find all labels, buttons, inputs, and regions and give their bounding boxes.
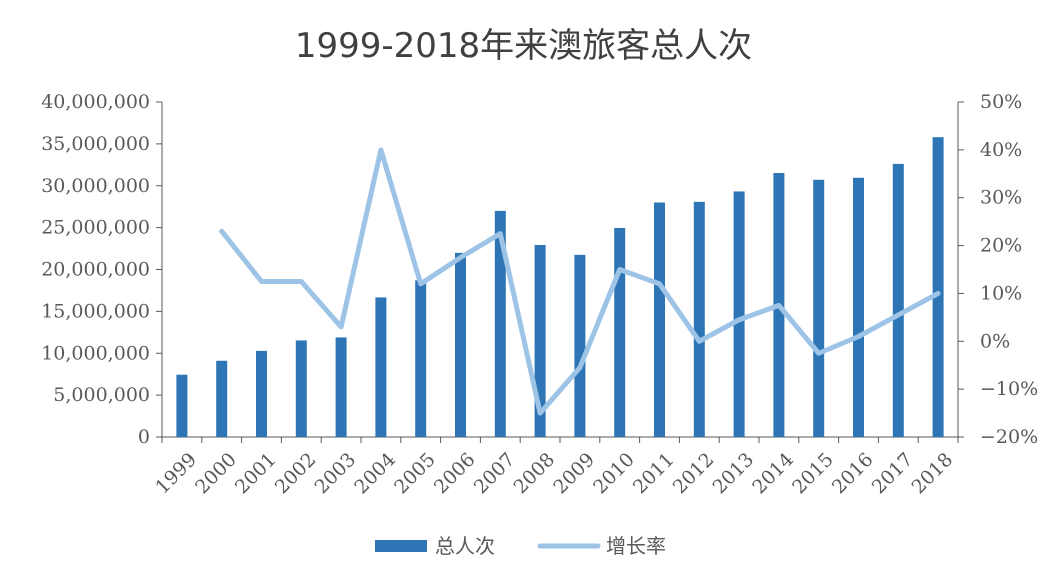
bar-2011 xyxy=(654,202,665,437)
right-axis-tick-label: −20% xyxy=(980,426,1038,448)
bar-2001 xyxy=(256,350,267,437)
x-axis-tick-label: 2015 xyxy=(788,449,838,499)
bar-2006 xyxy=(455,252,466,437)
right-axis-tick-label: 0% xyxy=(980,330,1010,352)
right-axis-tick-label: −10% xyxy=(980,378,1038,400)
bar-1999 xyxy=(176,374,188,437)
right-axis-tick-label: 40% xyxy=(980,139,1022,161)
left-axis-tick-label: 20,000,000 xyxy=(41,259,150,281)
x-axis-tick-label: 2004 xyxy=(350,449,400,499)
bar-2016 xyxy=(853,177,864,437)
left-axis-tick-label: 0 xyxy=(138,426,150,448)
bar-2005 xyxy=(415,280,427,437)
x-axis-tick-label: 2002 xyxy=(271,449,321,499)
bar-2007 xyxy=(494,210,506,437)
bar-2012 xyxy=(693,201,705,437)
x-axis-tick-label: 2016 xyxy=(828,449,878,499)
left-axis-tick-label: 35,000,000 xyxy=(41,133,150,155)
bar-2008 xyxy=(534,244,546,437)
x-axis-tick-label: 2014 xyxy=(748,449,798,499)
x-axis-tick-label: 2012 xyxy=(669,449,719,499)
x-axis-tick-label: 2005 xyxy=(390,449,440,499)
x-axis-tick-label: 2010 xyxy=(589,449,639,499)
legend-label-0: 总人次 xyxy=(435,534,495,558)
bar-2017 xyxy=(892,163,904,438)
legend-label-1: 增长率 xyxy=(606,534,666,558)
x-axis-tick-label: 2003 xyxy=(310,449,360,499)
bar-2003 xyxy=(335,337,347,437)
x-axis-tick-label: 2007 xyxy=(470,449,520,499)
x-axis-tick-label: 2011 xyxy=(629,449,679,499)
x-axis-tick-label: 2017 xyxy=(868,449,918,499)
right-axis-tick-label: 30% xyxy=(980,187,1022,209)
bar-2018 xyxy=(932,137,944,438)
bar-2015 xyxy=(813,179,825,437)
x-axis-tick-label: 1999 xyxy=(151,449,201,499)
bar-2009 xyxy=(574,254,586,437)
line-layer xyxy=(219,147,941,416)
left-axis-tick-label: 30,000,000 xyxy=(41,175,150,197)
bar-2004 xyxy=(375,297,387,437)
bar-2013 xyxy=(733,191,745,437)
right-axis-tick-label: 10% xyxy=(980,282,1022,304)
bar-2002 xyxy=(295,340,307,437)
left-axis-tick-label: 25,000,000 xyxy=(41,217,150,239)
left-axis-tick-label: 40,000,000 xyxy=(41,91,150,113)
x-axis-tick-label: 2013 xyxy=(708,449,758,499)
right-axis-tick-label: 50% xyxy=(980,91,1022,113)
x-axis-tick-label: 2008 xyxy=(509,449,559,499)
x-axis-tick-label: 2001 xyxy=(231,449,281,499)
right-axis-tick-label: 20% xyxy=(980,235,1022,257)
legend-bar-swatch xyxy=(375,540,427,552)
left-axis-tick-label: 10,000,000 xyxy=(41,342,150,364)
bar-2000 xyxy=(216,360,228,437)
x-axis-tick-label: 2009 xyxy=(549,449,599,499)
left-axis-tick-label: 5,000,000 xyxy=(53,384,150,406)
legend-layer: 总人次 增长率 xyxy=(375,534,666,558)
x-axis-tick-label: 2000 xyxy=(191,449,241,499)
chart-title: 1999-2018年来澳旅客总人次 xyxy=(294,26,753,66)
x-axis-tick-label: 2018 xyxy=(907,449,957,499)
bar-2010 xyxy=(614,227,626,437)
left-axis-tick-label: 15,000,000 xyxy=(41,300,150,322)
x-axis-tick-label: 2006 xyxy=(430,449,480,499)
